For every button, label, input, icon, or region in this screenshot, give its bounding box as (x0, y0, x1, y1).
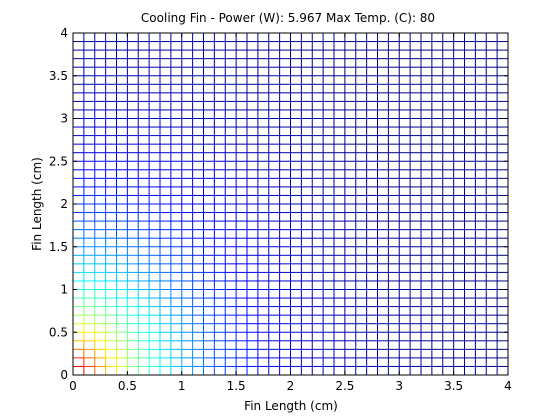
y-tick-label: 4 (60, 26, 68, 40)
y-tick-label: 1 (60, 283, 68, 297)
chart-title: Cooling Fin - Power (W): 5.967 Max Temp.… (141, 11, 435, 25)
mesh-grid (72, 32, 509, 376)
y-tick-label: 2.5 (49, 154, 68, 168)
x-tick-label: 0 (69, 379, 77, 393)
x-tick-label: 4 (504, 379, 512, 393)
x-tick-label: 1 (178, 379, 186, 393)
y-tick-label: 3 (60, 112, 68, 126)
y-axis-label: Fin Length (cm) (30, 157, 44, 251)
y-tick-label: 1.5 (49, 240, 68, 254)
y-tick-label: 0.5 (49, 325, 68, 339)
y-tick-label: 0 (60, 368, 68, 382)
ticks: 0 0.5 1 1.5 2 2.5 3 3.5 4 0 0.5 1 1.5 2 2.5 3 3.5 4 (49, 26, 512, 393)
x-tick-label: 2 (287, 379, 295, 393)
x-tick-label: 0.5 (118, 379, 137, 393)
y-tick-label: 3.5 (49, 69, 68, 83)
y-tick-label: 2 (60, 197, 68, 211)
x-tick-label: 3.5 (444, 379, 463, 393)
x-axis-label: Fin Length (cm) (244, 399, 338, 413)
x-tick-label: 3 (395, 379, 403, 393)
x-tick-label: 2.5 (335, 379, 354, 393)
x-tick-label: 1.5 (227, 379, 246, 393)
